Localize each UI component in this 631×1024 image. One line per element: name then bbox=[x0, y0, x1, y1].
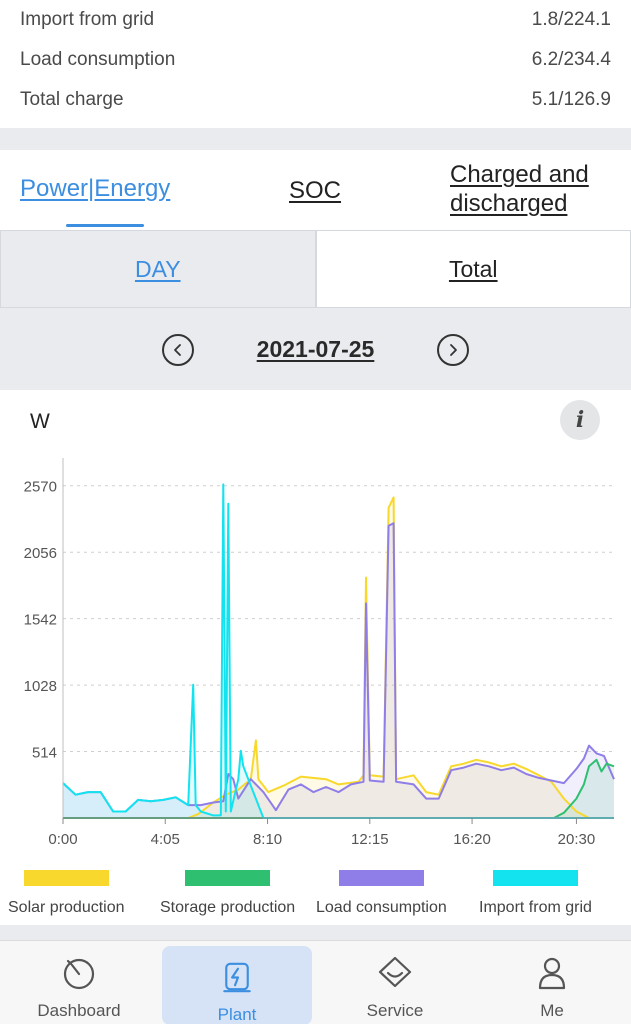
power-line-chart: 2570 2056 1542 1028 514 0:00 4:05 8:10 12:15 16:2… bbox=[24, 458, 615, 848]
chart-unit-label: W bbox=[30, 410, 50, 433]
tabbar-me[interactable]: Me bbox=[477, 941, 627, 1024]
y-tick-label: 514 bbox=[32, 745, 57, 762]
x-tick-label: 8:10 bbox=[253, 831, 282, 848]
tabbar-label: Plant bbox=[217, 1005, 257, 1024]
stat-value: 1.8/224.1 bbox=[531, 9, 611, 30]
period-selector: DAY Total bbox=[0, 230, 631, 308]
legend-item-load[interactable]: Load consumption bbox=[316, 870, 447, 917]
service-icon bbox=[378, 956, 412, 988]
chevron-left-icon bbox=[174, 344, 181, 356]
y-tick-label: 1542 bbox=[24, 612, 57, 629]
x-tick-label: 12:15 bbox=[351, 831, 389, 848]
y-tick-label: 2570 bbox=[24, 479, 57, 496]
active-tab-indicator bbox=[66, 224, 144, 227]
series-line-load-consumption bbox=[62, 522, 615, 813]
stat-value: 6.2/234.4 bbox=[531, 49, 611, 70]
legend-item-solar[interactable]: Solar production bbox=[8, 870, 125, 917]
selected-date[interactable]: 2021-07-25 bbox=[256, 335, 375, 362]
stat-row-import-from-grid: Import from grid 1.8/224.1 bbox=[20, 0, 611, 40]
dashboard-icon bbox=[63, 958, 95, 990]
legend-label: Solar production bbox=[8, 899, 125, 916]
legend-swatch-grid bbox=[492, 870, 578, 886]
legend-swatch-load bbox=[338, 870, 424, 886]
previous-date-button[interactable] bbox=[162, 334, 194, 366]
y-tick-label: 2056 bbox=[24, 545, 57, 562]
x-tick-label: 20:30 bbox=[558, 831, 596, 848]
legend-swatch-storage bbox=[185, 870, 271, 886]
legend-swatch-solar bbox=[23, 870, 109, 886]
stat-label: Import from grid bbox=[20, 9, 155, 30]
info-icon[interactable]: i bbox=[560, 400, 600, 440]
tabbar-plant[interactable]: Plant bbox=[162, 946, 312, 1024]
y-tick-label: 1028 bbox=[24, 678, 57, 695]
period-day-button[interactable]: DAY bbox=[0, 230, 316, 308]
stat-label: Load consumption bbox=[20, 49, 176, 70]
x-tick-label: 16:20 bbox=[453, 831, 491, 848]
tabbar-dashboard[interactable]: Dashboard bbox=[4, 941, 154, 1024]
next-date-button[interactable] bbox=[437, 334, 469, 366]
series-line-import-from-grid bbox=[62, 483, 614, 819]
x-tick-label: 0:00 bbox=[48, 831, 77, 848]
tabbar-label: Service bbox=[366, 1001, 424, 1020]
stat-row-load-consumption: Load consumption 6.2/234.4 bbox=[20, 40, 611, 80]
chart-tabs: Power|Energy SOC Charged and discharged bbox=[0, 150, 631, 230]
chevron-right-icon bbox=[450, 344, 457, 356]
series-line-solar-production bbox=[63, 496, 614, 819]
tab-power-energy[interactable]: Power|Energy bbox=[20, 175, 171, 202]
tab-charged-discharged[interactable]: Charged and discharged bbox=[450, 161, 589, 217]
period-total-button[interactable]: Total bbox=[315, 230, 631, 308]
chart-legend: Solar production Storage production Load… bbox=[0, 870, 631, 920]
series-area-load-consumption bbox=[63, 523, 614, 818]
plant-icon bbox=[223, 962, 251, 993]
legend-item-grid[interactable]: Import from grid bbox=[479, 870, 592, 917]
legend-label: Storage production bbox=[160, 899, 296, 916]
tabbar-label: Dashboard bbox=[37, 1001, 121, 1020]
legend-label: Import from grid bbox=[479, 899, 592, 916]
power-chart-card: W i 2570 2056 1542 1028 514 0:00 4:05 8:10 12:15… bbox=[0, 390, 631, 925]
stat-value: 5.1/126.9 bbox=[531, 89, 611, 110]
series-area-import-from-grid bbox=[63, 484, 614, 818]
legend-label: Load consumption bbox=[316, 899, 447, 916]
date-navigator: 2021-07-25 bbox=[0, 308, 631, 390]
legend-item-storage[interactable]: Storage production bbox=[160, 870, 295, 917]
stat-label: Total charge bbox=[20, 89, 124, 110]
tabbar-service[interactable]: Service bbox=[320, 941, 470, 1024]
stat-row-total-charge: Total charge 5.1/126.9 bbox=[20, 80, 611, 120]
tabbar-label: Me bbox=[540, 1001, 564, 1020]
series-area-solar-production bbox=[63, 497, 614, 818]
summary-stats: Import from grid 1.8/224.1 Load consumpt… bbox=[0, 0, 631, 128]
me-icon bbox=[538, 957, 566, 990]
tab-soc[interactable]: SOC bbox=[289, 177, 342, 204]
bottom-tab-bar: Dashboard Plant Service Me bbox=[0, 940, 631, 1024]
x-tick-label: 4:05 bbox=[151, 831, 180, 848]
series-line-storage-production bbox=[63, 758, 615, 819]
